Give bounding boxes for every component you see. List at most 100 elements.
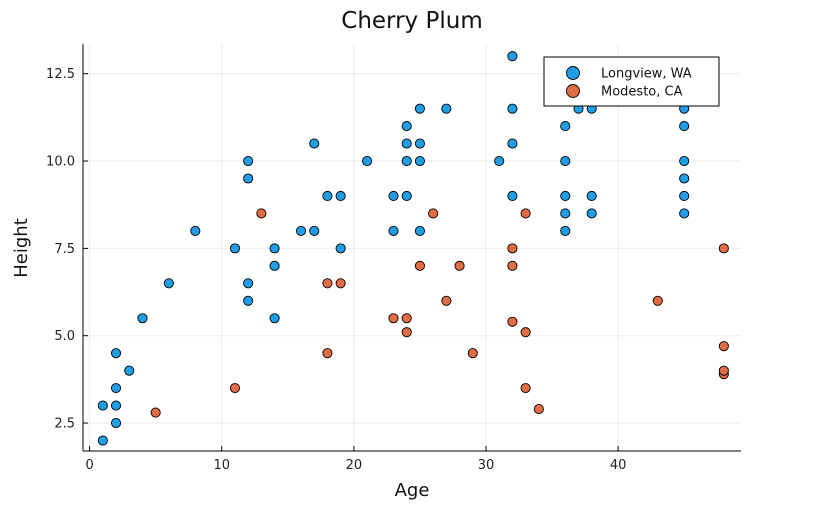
point-longview <box>229 243 240 254</box>
point-modesto <box>718 341 729 352</box>
point-longview <box>97 400 108 411</box>
point-modesto <box>150 407 161 418</box>
point-longview <box>269 313 280 324</box>
legend-entry-label: Modesto, CA <box>601 85 683 100</box>
x-tick-label: 0 <box>85 458 93 473</box>
point-longview <box>243 278 254 289</box>
y-tick-label: 5.0 <box>54 329 75 344</box>
point-modesto <box>322 278 333 289</box>
point-modesto <box>520 383 531 394</box>
point-longview <box>124 365 135 376</box>
legend: Longview, WA Modesto, CA <box>543 56 720 107</box>
chart-title: Cherry Plum <box>341 8 482 34</box>
x-tick-label: 20 <box>346 458 363 473</box>
point-longview <box>388 190 399 202</box>
point-modesto <box>335 278 346 289</box>
point-longview <box>560 121 571 132</box>
point-longview <box>309 225 320 236</box>
point-modesto <box>507 243 518 254</box>
y-axis-label: Height <box>11 218 32 278</box>
point-longview <box>137 313 148 324</box>
point-longview <box>401 121 412 132</box>
point-longview <box>494 155 505 167</box>
point-longview <box>388 225 399 236</box>
point-modesto <box>401 313 412 324</box>
point-longview <box>414 138 425 149</box>
point-modesto <box>388 313 399 324</box>
point-longview <box>679 121 690 132</box>
x-axis-label: Age <box>395 480 430 501</box>
y-tick-label: 10.0 <box>46 155 75 170</box>
point-modesto <box>401 327 412 338</box>
point-modesto <box>533 404 544 415</box>
point-longview <box>507 51 518 62</box>
point-modesto <box>414 260 425 271</box>
point-longview <box>269 243 280 254</box>
point-longview <box>163 278 174 289</box>
point-modesto <box>718 243 729 254</box>
axes: 0 10 20 30 40 2.5 5.0 7.5 10.0 12.5 <box>46 44 741 473</box>
point-longview <box>679 155 690 167</box>
point-longview <box>679 173 690 184</box>
point-modesto <box>718 365 729 376</box>
point-longview <box>243 295 254 306</box>
point-longview <box>362 155 373 167</box>
point-longview <box>243 173 254 184</box>
point-longview <box>401 190 412 202</box>
point-longview <box>335 190 346 202</box>
point-modesto <box>507 260 518 271</box>
point-longview <box>679 190 690 202</box>
x-tick-label: 40 <box>610 458 627 473</box>
point-longview <box>586 190 597 202</box>
point-longview <box>414 103 425 114</box>
point-longview <box>110 400 122 411</box>
x-tick-label: 10 <box>213 458 230 473</box>
y-tick-label: 12.5 <box>46 67 75 82</box>
point-longview <box>560 225 571 236</box>
point-modesto <box>322 348 333 359</box>
point-longview <box>110 383 122 394</box>
y-tick-label: 2.5 <box>54 417 75 432</box>
point-longview <box>401 138 412 149</box>
point-longview <box>295 225 307 236</box>
point-modesto <box>256 208 267 219</box>
point-longview <box>97 435 108 446</box>
point-longview <box>507 138 518 149</box>
point-longview <box>269 260 280 271</box>
point-longview <box>335 243 346 254</box>
point-longview <box>322 190 333 202</box>
legend-box <box>543 56 720 107</box>
point-longview <box>110 348 122 359</box>
point-longview <box>560 155 571 167</box>
point-longview <box>679 208 690 219</box>
point-modesto <box>507 316 518 327</box>
legend-marker <box>566 66 580 80</box>
point-modesto <box>428 208 439 219</box>
point-longview <box>243 155 254 167</box>
data-points <box>97 51 729 446</box>
point-longview <box>507 190 518 202</box>
point-modesto <box>454 260 465 271</box>
x-tick-label: 30 <box>478 458 495 473</box>
point-modesto <box>229 383 240 394</box>
legend-entry-label: Longview, WA <box>601 67 692 82</box>
point-longview <box>441 103 452 114</box>
point-longview <box>560 190 571 202</box>
point-longview <box>414 155 425 167</box>
y-tick-label: 7.5 <box>54 242 75 257</box>
point-modesto <box>520 208 531 219</box>
point-modesto <box>441 295 452 306</box>
point-modesto <box>467 348 478 359</box>
point-longview <box>586 208 597 219</box>
point-longview <box>190 225 201 236</box>
point-longview <box>401 155 412 167</box>
point-longview <box>110 418 122 429</box>
point-longview <box>309 138 320 149</box>
point-longview <box>507 103 518 114</box>
point-modesto <box>520 327 531 338</box>
legend-marker <box>566 84 580 98</box>
point-longview <box>560 208 571 219</box>
point-longview <box>414 225 425 236</box>
point-modesto <box>652 295 663 306</box>
